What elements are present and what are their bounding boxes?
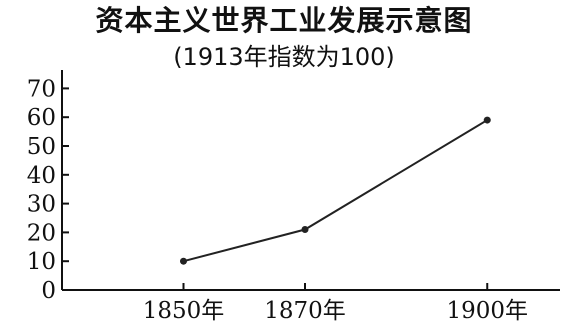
y-tick-label: 30 bbox=[27, 192, 56, 218]
y-tick-label: 60 bbox=[27, 105, 56, 131]
y-tick-label: 10 bbox=[27, 249, 56, 275]
y-tick-label: 20 bbox=[27, 220, 56, 246]
chart-subtitle: (1913年指数为100) bbox=[173, 43, 395, 71]
y-tick-label: 0 bbox=[41, 278, 56, 304]
x-tick-label: 1870年 bbox=[264, 298, 346, 324]
x-tick-label: 1850年 bbox=[143, 298, 225, 324]
data-point bbox=[301, 226, 309, 234]
data-point bbox=[180, 257, 187, 265]
y-tick-label: 40 bbox=[27, 163, 56, 189]
chart-title: 资本主义世界工业发展示意图 bbox=[95, 4, 473, 37]
series-line bbox=[183, 119, 488, 263]
y-tick-label: 50 bbox=[27, 134, 56, 160]
x-ticks: 1850年 1870年 1900年 bbox=[143, 283, 528, 324]
data-points bbox=[180, 116, 491, 265]
y-tick-label: 70 bbox=[27, 76, 56, 102]
data-point bbox=[483, 116, 491, 124]
x-tick-label: 1900年 bbox=[446, 298, 528, 324]
